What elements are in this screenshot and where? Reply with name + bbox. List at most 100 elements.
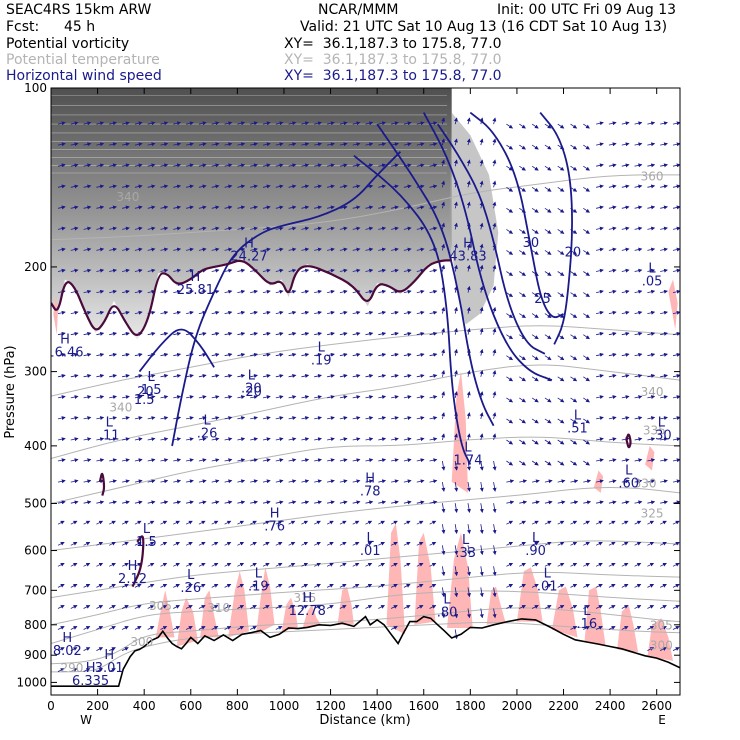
- wind-vector: [173, 205, 182, 210]
- wind-vector: [416, 374, 425, 378]
- wind-vector: [544, 334, 552, 340]
- wind-vector: [608, 289, 617, 294]
- wind-vector: [160, 226, 169, 231]
- wind-vector: [672, 520, 680, 525]
- wind-vector: [660, 479, 668, 484]
- wind-vector: [365, 268, 374, 273]
- wind-vector: [211, 437, 220, 442]
- wind-vector: [519, 292, 526, 298]
- wind-vector: [327, 374, 335, 378]
- wind-vector: [660, 352, 668, 357]
- wind-vector: [492, 180, 497, 188]
- wind-vector: [429, 184, 438, 189]
- wind-vector: [109, 289, 117, 294]
- wind-vector: [557, 292, 565, 298]
- wind-vector: [83, 520, 91, 525]
- wind-vector: [544, 584, 552, 588]
- wind-vector: [583, 626, 591, 630]
- wind-vector: [506, 250, 514, 255]
- wind-vector: [314, 184, 322, 189]
- wind-vector: [519, 355, 526, 361]
- wind-vector: [314, 205, 322, 210]
- wind-vector: [147, 584, 155, 588]
- wind-vector: [454, 545, 459, 556]
- wind-vector: [570, 541, 578, 546]
- wind-vector: [262, 479, 271, 484]
- wind-vector: [608, 626, 616, 630]
- wind-vector: [583, 418, 590, 424]
- wind-vector: [570, 562, 578, 567]
- wind-vector: [327, 352, 335, 357]
- wind-vector: [83, 668, 91, 672]
- wind-vector: [621, 562, 629, 567]
- wind-vector: [314, 247, 322, 252]
- wind-vector: [327, 416, 335, 421]
- wind-vector: [672, 268, 680, 273]
- wind-vector: [506, 207, 514, 213]
- wind-vector: [211, 374, 220, 378]
- wind-vector: [134, 458, 143, 463]
- wind-vector: [275, 310, 284, 315]
- wind-vector: [147, 626, 155, 630]
- wind-vector: [96, 562, 104, 567]
- wind-vector: [198, 395, 207, 400]
- wind-vector: [134, 584, 142, 588]
- wind-vector: [352, 184, 361, 189]
- pv-extremum-type: L: [462, 533, 470, 548]
- wind-vector: [531, 418, 539, 424]
- wind-vector: [262, 247, 271, 252]
- wind-vector: [339, 437, 348, 442]
- wind-vector: [134, 416, 143, 421]
- wind-vector: [621, 142, 630, 147]
- wind-vector: [570, 584, 578, 588]
- y-tick-label: 700: [24, 583, 47, 597]
- wind-vector: [275, 562, 283, 567]
- y-tick-label: 1000: [16, 675, 47, 689]
- pv-extremum-type: L: [143, 522, 151, 537]
- wind-vector: [237, 479, 246, 484]
- wind-vector: [467, 587, 471, 598]
- wind-vector: [506, 123, 514, 129]
- wind-vector: [224, 541, 232, 546]
- wind-vector: [479, 285, 484, 293]
- x-tick-label: 2000: [502, 699, 533, 713]
- pv-contours: [51, 259, 632, 588]
- wind-vector: [211, 520, 219, 525]
- wind-contour-label: 20: [565, 245, 582, 260]
- wind-vector: [403, 184, 412, 189]
- wind-vector: [557, 584, 565, 588]
- wind-vector: [339, 584, 347, 588]
- wind-vector: [608, 121, 617, 126]
- wind-vector: [429, 500, 438, 505]
- wind-vector: [275, 205, 284, 210]
- wind-vector: [96, 647, 104, 651]
- theta-contour: [51, 174, 680, 241]
- pv-extremum-type: H: [104, 648, 114, 663]
- wind-vector: [621, 626, 629, 630]
- wind-vector: [647, 374, 656, 378]
- wind-vector: [211, 562, 219, 567]
- wind-vector: [595, 541, 603, 546]
- wind-vector: [672, 163, 680, 168]
- wind-vector: [314, 584, 321, 588]
- wind-vector: [185, 605, 193, 609]
- wind-vector: [596, 395, 604, 400]
- wind-vector: [198, 184, 207, 189]
- wind-vector: [173, 226, 182, 231]
- wind-vector: [608, 395, 617, 400]
- wind-vector: [647, 163, 656, 168]
- wind-vector: [121, 520, 129, 525]
- wind-vector: [186, 184, 194, 189]
- wind-vector: [429, 142, 438, 147]
- wind-vector: [531, 229, 539, 234]
- theta-contour-label: 315: [293, 591, 316, 605]
- wind-vector: [557, 229, 565, 234]
- wind-vector: [57, 205, 66, 210]
- wind-vector: [109, 395, 117, 400]
- wind-vector: [96, 268, 105, 273]
- wind-vector: [544, 479, 553, 484]
- wind-vector: [672, 437, 680, 442]
- wind-vector: [185, 626, 193, 630]
- wind-vector: [519, 376, 526, 382]
- wind-vector: [365, 562, 373, 567]
